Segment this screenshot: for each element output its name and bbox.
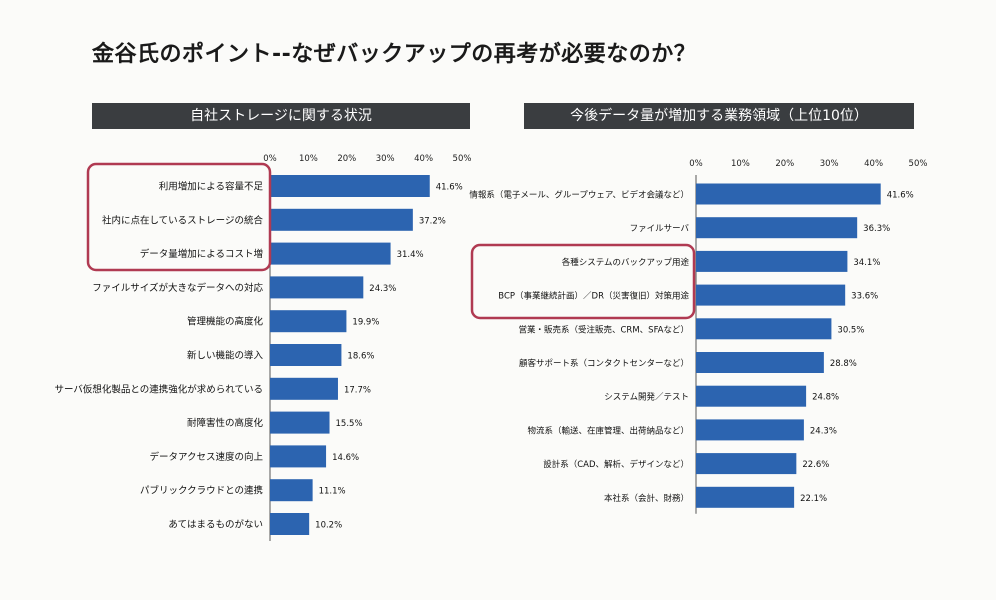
bar	[270, 513, 310, 535]
bar	[270, 479, 313, 502]
value-label: 22.6%	[802, 460, 829, 470]
bar	[696, 385, 807, 407]
axis-tick-label: 50%	[453, 154, 472, 164]
axis-tick-label: 20%	[775, 159, 794, 169]
value-label: 36.3%	[863, 224, 890, 234]
category-label: ファイルサーバ	[630, 224, 690, 234]
category-label: 社内に点在しているストレージの統合	[102, 214, 264, 226]
category-label: 本社系（会計、財務）	[604, 493, 689, 504]
bar	[270, 377, 338, 400]
value-label: 22.1%	[800, 494, 827, 504]
category-label: パブリッククラウドとの連携	[140, 485, 263, 497]
bar	[696, 486, 795, 508]
category-label: 新しい機能の導入	[187, 350, 264, 362]
category-label: システム開発／テスト	[604, 393, 689, 403]
category-label: 情報系（電子メール、グループウェア、ビデオ会議など）	[469, 190, 689, 201]
axis-tick-label: 10%	[731, 159, 750, 169]
value-label: 19.9%	[352, 318, 379, 328]
category-label: BCP（事業継続計画）／DR（災害復旧）対策用途	[498, 291, 689, 302]
category-label: 顧客サポート系（コンタクトセンターなど）	[519, 358, 689, 369]
bar	[270, 276, 364, 299]
category-label: あてはまるものがない	[168, 519, 263, 531]
bar	[696, 250, 848, 272]
bar	[270, 445, 327, 468]
bar	[696, 419, 804, 441]
axis-tick-label: 20%	[337, 154, 356, 164]
value-label: 41.6%	[887, 191, 914, 201]
bar	[270, 242, 391, 265]
bar	[696, 453, 797, 475]
highlight-box	[86, 162, 272, 272]
category-label: 管理機能の高度化	[187, 316, 264, 328]
category-label: データ量増加によるコスト増	[140, 248, 263, 260]
bar	[696, 284, 846, 306]
axis-tick-label: 0%	[689, 159, 703, 169]
bar	[696, 183, 881, 205]
axis-tick-label: 40%	[864, 159, 883, 169]
bar	[696, 217, 858, 239]
category-label: 耐障害性の高度化	[187, 417, 264, 429]
value-label: 28.8%	[830, 359, 857, 369]
value-label: 24.3%	[369, 284, 396, 294]
value-label: 37.2%	[419, 216, 446, 226]
category-label: データアクセス速度の向上	[149, 451, 263, 463]
value-label: 41.6%	[436, 183, 463, 193]
value-label: 14.6%	[332, 453, 359, 463]
bar	[696, 318, 832, 340]
bar	[270, 208, 413, 231]
axis-tick-label: 50%	[909, 159, 928, 169]
category-label: 各種システムのバックアップ用途	[562, 257, 690, 268]
axis-tick-label: 10%	[299, 154, 318, 164]
value-label: 24.3%	[810, 426, 837, 436]
bar	[270, 411, 330, 434]
value-label: 17.7%	[344, 385, 371, 395]
axis-tick-label: 40%	[414, 154, 433, 164]
axis-tick-label: 30%	[376, 154, 395, 164]
bar	[270, 344, 342, 366]
value-label: 15.5%	[336, 419, 363, 429]
axis-tick-label: 0%	[263, 154, 277, 164]
category-label: サーバ仮想化製品との連携強化が求められている	[54, 383, 263, 395]
value-label: 10.2%	[315, 521, 342, 531]
value-label: 18.6%	[347, 352, 374, 362]
category-label: ファイルサイズが大きなデータへの対応	[92, 282, 263, 294]
value-label: 30.5%	[837, 325, 864, 335]
highlight-box	[470, 243, 696, 320]
value-label: 34.1%	[853, 258, 880, 268]
value-label: 11.1%	[319, 487, 346, 497]
bar	[270, 310, 347, 333]
right-chart-header: 今後データ量が増加する業務領域（上位10位）	[524, 103, 914, 129]
value-label: 24.8%	[812, 393, 839, 403]
bar	[270, 175, 430, 197]
category-label: 営業・販売系（受注販売、CRM、SFAなど）	[519, 324, 690, 335]
bar	[696, 352, 824, 373]
left-chart-header: 自社ストレージに関する状況	[92, 103, 470, 129]
category-label: 利用増加による容量不足	[159, 181, 264, 193]
category-label: 設計系（CAD、解析、デザインなど）	[543, 459, 689, 470]
value-label: 31.4%	[397, 250, 424, 260]
value-label: 33.6%	[851, 292, 878, 302]
axis-tick-label: 30%	[820, 159, 839, 169]
category-label: 物流系（輸送、在庫管理、出荷納品など）	[527, 425, 689, 436]
slide-title: 金谷氏のポイント--なぜバックアップの再考が必要なのか？	[92, 42, 697, 67]
